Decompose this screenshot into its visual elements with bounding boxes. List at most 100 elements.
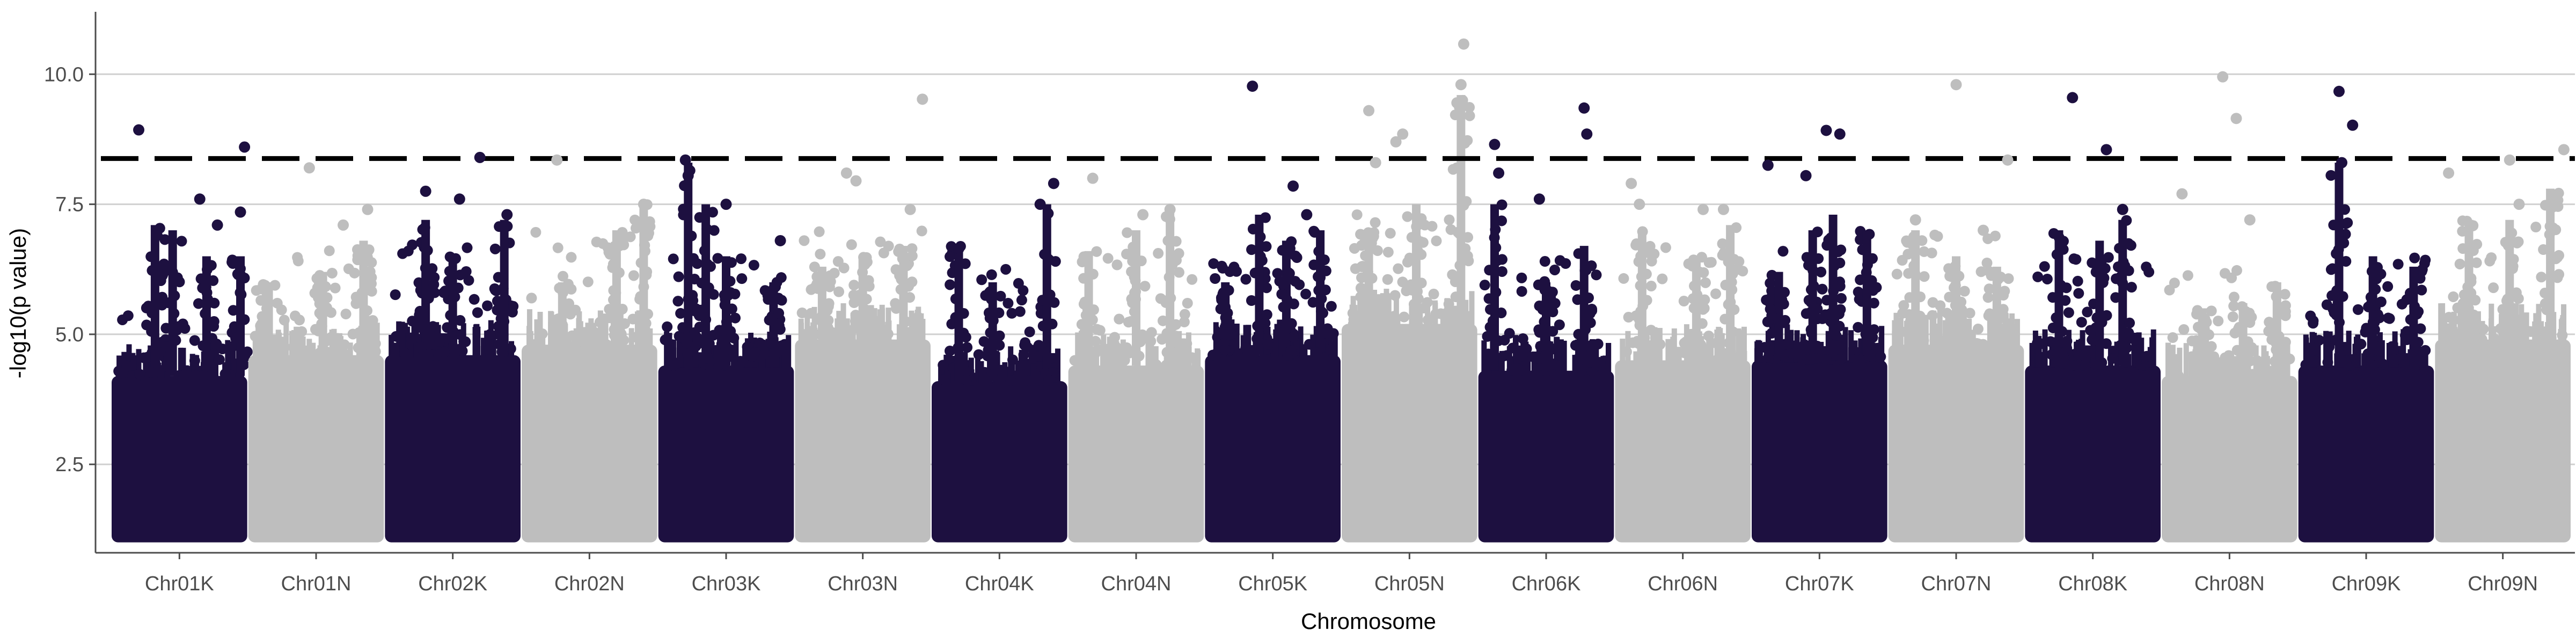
data-point — [642, 309, 654, 320]
chromosome-band-Chr07K — [1752, 215, 1887, 543]
data-point — [219, 368, 231, 379]
band-edge — [676, 341, 682, 368]
peak-column — [1042, 204, 1051, 382]
data-point — [1514, 365, 1525, 376]
data-point — [189, 335, 200, 346]
data-point — [2082, 306, 2093, 318]
data-point — [2279, 348, 2290, 360]
data-point — [1627, 337, 1638, 348]
band-edge — [1332, 331, 1338, 357]
data-point — [1322, 328, 1333, 339]
data-point — [362, 203, 374, 215]
data-point — [1657, 273, 1668, 284]
data-point — [1547, 306, 1558, 318]
data-point — [463, 275, 474, 286]
data-point — [898, 332, 909, 343]
data-point — [1545, 292, 1556, 303]
data-point — [1182, 297, 1193, 309]
data-point — [855, 317, 866, 328]
data-point — [2141, 350, 2153, 362]
data-point — [2553, 269, 2565, 280]
data-point — [484, 344, 495, 355]
band-edge — [1148, 339, 1154, 368]
data-point — [679, 154, 691, 166]
data-point — [673, 271, 684, 282]
band-edge — [1606, 343, 1612, 373]
dense-points-Chr04K — [932, 381, 1067, 543]
data-point — [1389, 311, 1400, 322]
data-point — [239, 141, 251, 153]
data-point — [1464, 110, 1475, 121]
data-point — [2090, 359, 2101, 370]
peak-column — [2054, 230, 2063, 366]
data-point — [1464, 102, 1475, 113]
data-point — [1161, 347, 1173, 358]
data-point — [1114, 313, 1125, 325]
data-point — [313, 348, 325, 360]
band-edge — [1294, 337, 1300, 357]
data-point — [1443, 298, 1454, 310]
data-point — [1868, 297, 1879, 309]
data-point — [696, 304, 707, 316]
data-point — [2468, 220, 2479, 231]
data-point — [1023, 375, 1035, 386]
data-point — [765, 338, 777, 349]
data-point — [2506, 333, 2517, 345]
data-point — [366, 257, 377, 268]
data-point — [1836, 292, 1847, 304]
data-point — [1720, 280, 1731, 291]
band-edge — [306, 339, 312, 357]
data-point — [2063, 307, 2074, 318]
data-point — [672, 296, 684, 307]
band-edge — [2170, 345, 2176, 378]
band-edge — [2126, 354, 2132, 368]
data-point — [1872, 342, 1883, 354]
data-point — [489, 283, 500, 295]
data-point — [276, 304, 287, 316]
peak-column — [2409, 266, 2418, 366]
data-point — [1644, 240, 1656, 252]
data-point — [945, 279, 956, 290]
data-point — [799, 235, 810, 246]
data-point — [846, 239, 857, 250]
peak-column — [150, 225, 159, 376]
band-edge — [1523, 341, 1529, 373]
data-point — [2341, 355, 2352, 366]
data-point — [2409, 252, 2420, 264]
data-point — [1291, 252, 1302, 263]
peak-column — [2118, 219, 2127, 366]
data-point — [1516, 286, 1527, 297]
band-edge — [811, 306, 817, 342]
data-point — [2247, 369, 2258, 380]
data-point — [1479, 280, 1490, 291]
data-point — [1688, 254, 1699, 266]
data-point — [492, 304, 503, 316]
data-point — [1367, 233, 1378, 244]
data-point — [824, 281, 835, 292]
data-point — [1542, 361, 1553, 372]
data-point — [2186, 351, 2198, 362]
data-point — [2366, 360, 2377, 371]
data-point — [2244, 317, 2256, 328]
data-point — [573, 336, 584, 347]
data-point — [1634, 199, 1645, 210]
data-point — [714, 358, 726, 370]
data-point — [2448, 291, 2459, 302]
band-edge — [647, 328, 653, 347]
data-point — [2387, 341, 2398, 352]
data-point — [1594, 357, 1606, 368]
data-point — [1897, 308, 1908, 319]
data-point — [2220, 352, 2231, 363]
data-point — [2041, 273, 2053, 284]
chromosome-band-Chr04N — [1068, 209, 1204, 543]
data-point — [2454, 258, 2465, 269]
x-tick-label-Chr07N: Chr07N — [1921, 573, 1992, 595]
data-point — [1440, 308, 1452, 319]
x-tick-labels: Chr01K Chr01N Chr02K Chr02N Chr03K Chr03N Chr0… — [145, 553, 2538, 595]
data-point — [1370, 157, 1381, 169]
band-edge — [798, 318, 804, 342]
data-point — [2545, 332, 2557, 343]
data-point — [340, 309, 352, 320]
data-point — [1820, 309, 1831, 320]
data-point — [1953, 313, 1965, 325]
